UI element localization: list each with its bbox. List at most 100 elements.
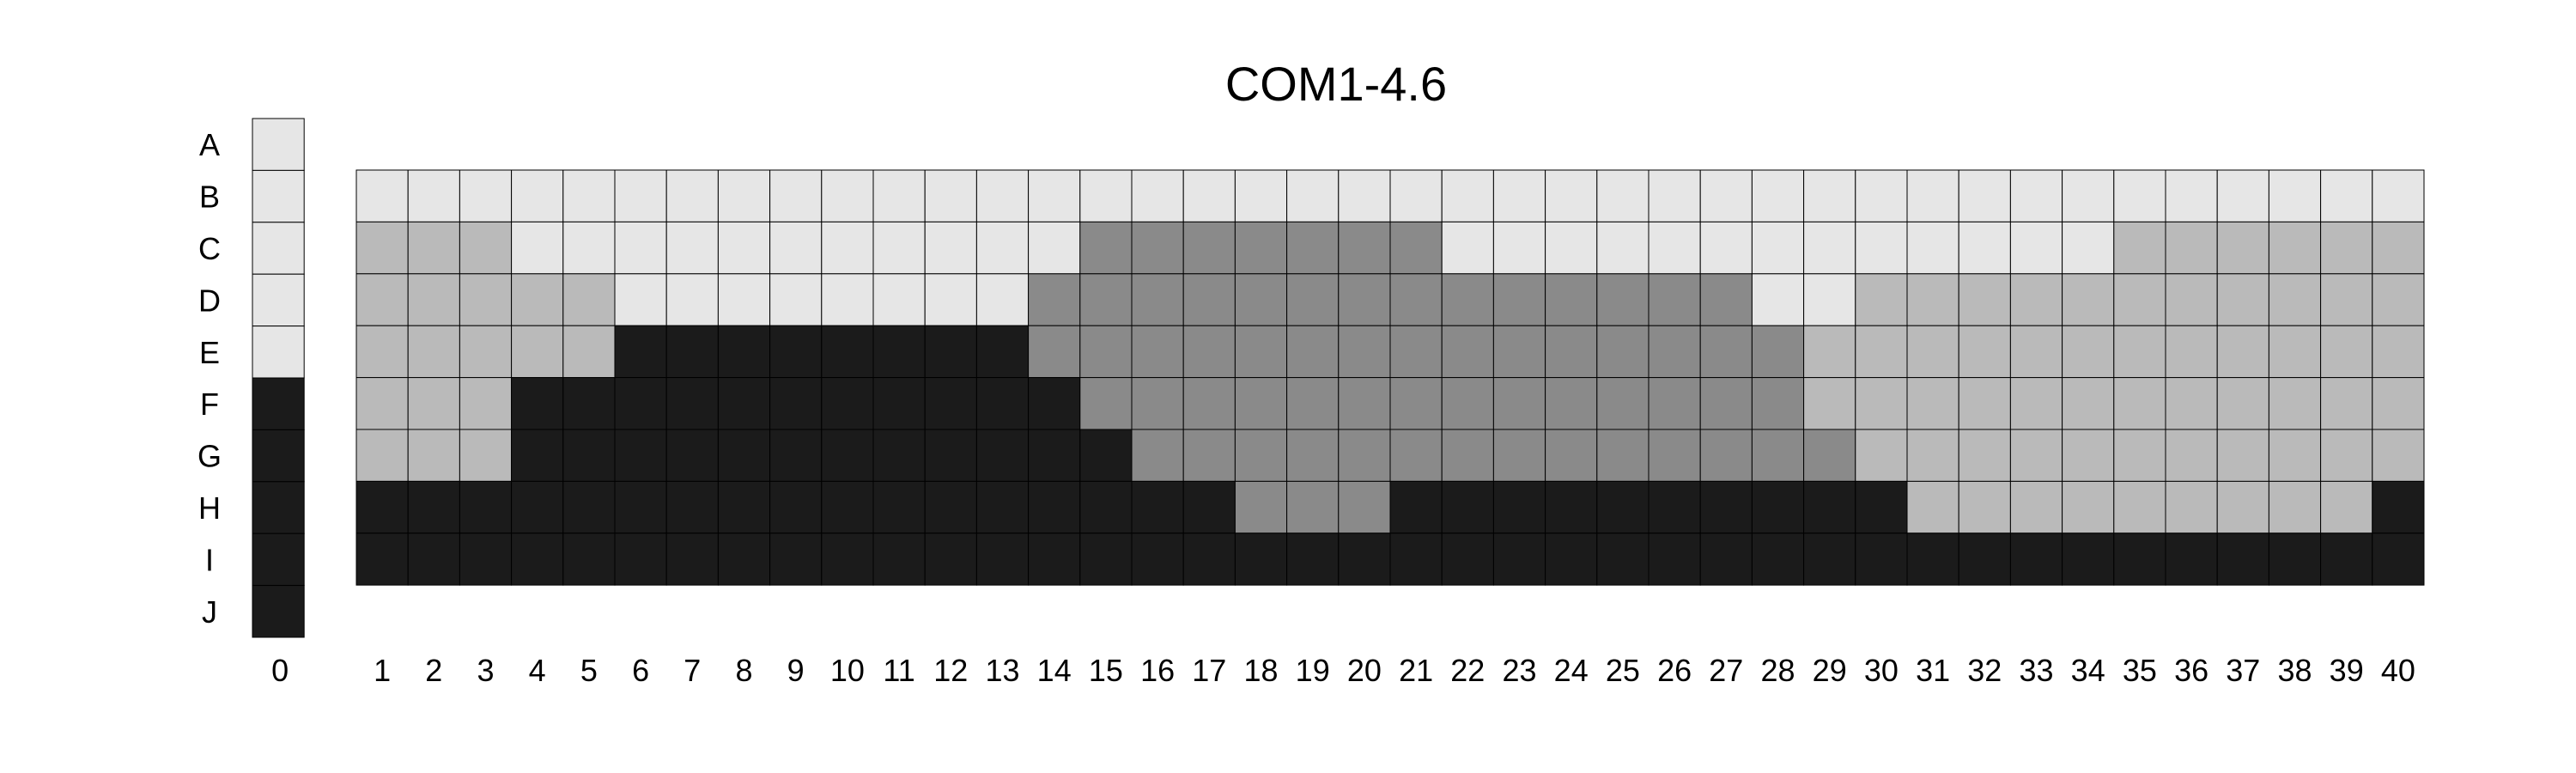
grid-cell-b-40	[2372, 169, 2425, 222]
grid-cell-b-17	[1182, 169, 1236, 222]
grid-cell-e-15	[1079, 325, 1133, 379]
grid-cell-g-36	[2165, 429, 2218, 482]
grid-cell-g-40	[2372, 429, 2425, 482]
col-label-24: 24	[1554, 653, 1589, 688]
grid-cell-i-13	[975, 533, 1030, 586]
grid-cell-b-1	[355, 169, 409, 222]
grid-cell-h-11	[872, 480, 926, 534]
grid-cell-b-23	[1492, 169, 1546, 222]
grid-cell-g-33	[2009, 429, 2063, 482]
grid-cell-e-17	[1182, 325, 1236, 379]
grid-cell-b-21	[1389, 169, 1443, 222]
grid-cell-b-30	[1855, 169, 1908, 222]
col-label-8: 8	[735, 653, 752, 688]
grid-cell-d-18	[1234, 273, 1288, 326]
col-label-39: 39	[2330, 653, 2364, 688]
grid-cell-b-4	[511, 169, 564, 222]
grid-cell-f-8	[717, 377, 771, 430]
col-label-20: 20	[1347, 653, 1382, 688]
grid-cell-b-22	[1441, 169, 1494, 222]
grid-cell-h-10	[821, 480, 874, 534]
grid-cell-i-1	[355, 533, 409, 586]
col-label-4: 4	[529, 653, 546, 688]
grid-cell-b-38	[2268, 169, 2322, 222]
grid-cell-i-15	[1079, 533, 1133, 586]
grid-cell-e-27	[1699, 325, 1753, 379]
grid-cell-h-19	[1286, 480, 1340, 534]
grid-cell-e-11	[872, 325, 926, 379]
grid-cell-h-9	[769, 480, 823, 534]
grid-cell-g-28	[1751, 429, 1805, 482]
grid-cell-h-24	[1545, 480, 1598, 534]
grid-cell-i-6	[614, 533, 667, 586]
grid-cell-d-30	[1855, 273, 1908, 326]
grid-cell-e-12	[924, 325, 977, 379]
grid-cell-f-34	[2062, 377, 2115, 430]
grid-cell-d-6	[614, 273, 667, 326]
grid-cell-i-2	[407, 533, 460, 586]
grid-cell-f-17	[1182, 377, 1236, 430]
grid-cell-c-33	[2009, 221, 2063, 275]
col-label-15: 15	[1089, 653, 1123, 688]
grid-cell-f-13	[975, 377, 1030, 430]
grid-cell-d-26	[1648, 273, 1701, 326]
grid-cell-d-17	[1182, 273, 1236, 326]
grid-cell-e-22	[1441, 325, 1494, 379]
grid-cell-h-16	[1131, 480, 1184, 534]
row-label-a: A	[199, 127, 220, 162]
col-label-33: 33	[2019, 653, 2053, 688]
grid-cell-f-6	[614, 377, 667, 430]
grid-cell-e-13	[975, 325, 1030, 379]
grid-cell-g-25	[1596, 429, 1649, 482]
ref-cell-j	[252, 585, 305, 638]
grid-cell-h-13	[975, 480, 1030, 534]
grid-cell-c-11	[872, 221, 926, 275]
grid-cell-e-18	[1234, 325, 1288, 379]
grid-cell-i-17	[1182, 533, 1236, 586]
grid-cell-g-23	[1492, 429, 1546, 482]
grid-cell-b-26	[1648, 169, 1701, 222]
grid-cell-g-37	[2216, 429, 2269, 482]
grid-cell-f-5	[562, 377, 616, 430]
grid-cell-c-20	[1338, 221, 1391, 275]
grid-cell-c-30	[1855, 221, 1908, 275]
grid-cell-d-22	[1441, 273, 1494, 326]
grid-cell-i-29	[1803, 533, 1856, 586]
grid-cell-i-30	[1855, 533, 1908, 586]
grid-cell-b-35	[2113, 169, 2166, 222]
grid-cell-h-4	[511, 480, 564, 534]
grid-cell-b-6	[614, 169, 667, 222]
grid-cell-h-30	[1855, 480, 1908, 534]
grid-cell-f-10	[821, 377, 874, 430]
grid-cell-b-9	[769, 169, 823, 222]
col-label-11: 11	[883, 653, 914, 688]
grid-cell-i-3	[459, 533, 513, 586]
grid-cell-d-5	[562, 273, 616, 326]
grid-cell-c-12	[924, 221, 977, 275]
grid-cell-c-29	[1803, 221, 1856, 275]
col-label-27: 27	[1709, 653, 1743, 688]
grid-cell-d-33	[2009, 273, 2063, 326]
grid-cell-e-34	[2062, 325, 2115, 379]
grid-cell-b-14	[1028, 169, 1081, 222]
grid-cell-i-36	[2165, 533, 2218, 586]
row-label-d: D	[198, 283, 221, 318]
grid-cell-c-36	[2165, 221, 2218, 275]
grid-cell-g-35	[2113, 429, 2166, 482]
col-label-35: 35	[2123, 653, 2157, 688]
grid-cell-h-5	[562, 480, 616, 534]
grid-cell-f-9	[769, 377, 823, 430]
grid-cell-f-32	[1958, 377, 2011, 430]
grid-cell-f-16	[1131, 377, 1184, 430]
grid-cell-g-17	[1182, 429, 1236, 482]
grid-cell-d-14	[1028, 273, 1081, 326]
grid-cell-c-13	[975, 221, 1030, 275]
grid-cell-i-18	[1234, 533, 1288, 586]
grid-cell-c-1	[355, 221, 409, 275]
grid-cell-f-30	[1855, 377, 1908, 430]
col-label-19: 19	[1296, 653, 1330, 688]
grid-cell-d-9	[769, 273, 823, 326]
grid-cell-b-18	[1234, 169, 1288, 222]
grid-cell-c-38	[2268, 221, 2322, 275]
grid-cell-f-20	[1338, 377, 1391, 430]
